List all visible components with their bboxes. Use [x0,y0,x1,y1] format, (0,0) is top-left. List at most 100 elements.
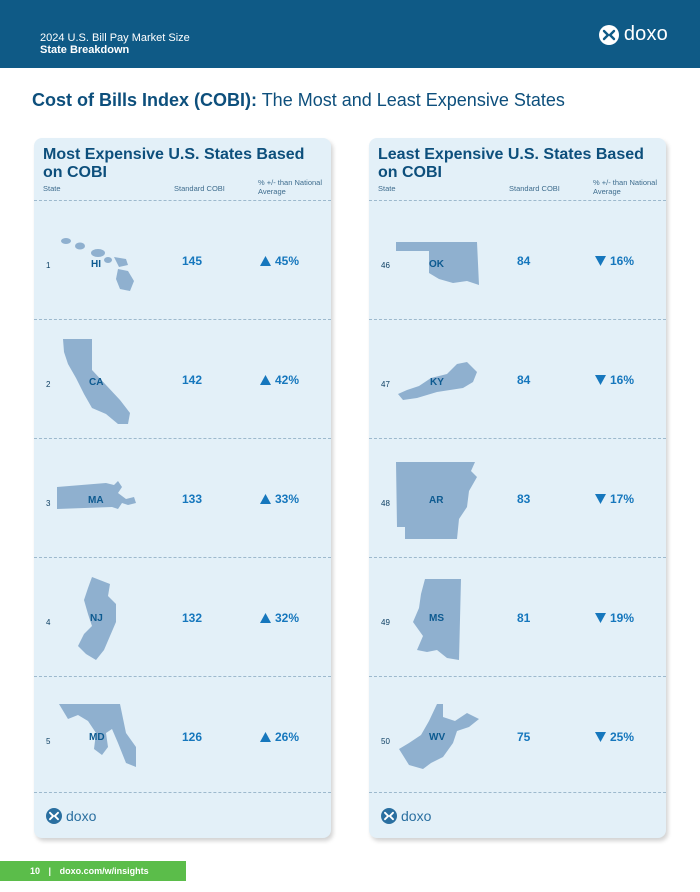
triangle-up-icon [260,375,271,385]
pct-value: 32% [275,611,300,625]
table-row: 2 CA 142 42% [34,319,331,438]
state-abbr: AR [429,495,444,506]
state-shape-ok [396,242,479,285]
pct-change: 33% [260,492,299,506]
pct-change: 16% [595,373,634,387]
state-shape-wv [399,704,479,769]
pct-value: 33% [275,492,300,506]
state-abbr: MS [429,613,444,624]
state-shape-hi [61,238,134,291]
table-row: 3 MA 133 33% [34,438,331,557]
panel-logo: doxo [381,808,431,824]
column-header-state: State [378,184,396,193]
triangle-up-icon [260,256,271,266]
rank: 47 [381,380,390,389]
column-header-state: State [43,184,61,193]
table-row: 50 WV 75 25% [369,676,666,795]
pct-change: 32% [260,611,299,625]
pct-change: 42% [260,373,299,387]
column-header-cobi: Standard COBI [509,184,560,193]
state-abbr: WV [429,732,446,743]
column-header-cobi: Standard COBI [174,184,225,193]
footer-separator: | [48,866,52,876]
cobi-value: 84 [517,373,531,387]
doxo-logo-icon [381,808,397,824]
cobi-value: 75 [517,730,531,744]
state-shape-ar [396,462,477,539]
panel-logo-text: doxo [66,808,97,824]
panel-title: Least Expensive U.S. States Based on COB… [378,146,644,181]
table-row: 4 NJ 132 32% [34,557,331,676]
header-subtitle: 2024 U.S. Bill Pay Market Size [40,32,190,44]
rank: 50 [381,737,390,746]
table-row: 49 MS 81 19% [369,557,666,676]
pct-change: 17% [595,492,634,506]
page-title-bold: Cost of Bills Index (COBI): [32,90,257,110]
table-row: 5 MD 126 26% [34,676,331,795]
pct-value: 16% [610,254,635,268]
rank: 46 [381,261,390,270]
most-expensive-panel: Most Expensive U.S. States Based on COBI… [34,138,331,838]
page-title-rest: The Most and Least Expensive States [261,90,565,110]
pct-value: 42% [275,373,300,387]
cobi-value: 145 [182,254,203,268]
divider [34,792,331,793]
column-header-pct: % +/- than National Average [258,178,322,196]
rank: 2 [46,380,51,389]
cobi-value: 133 [182,492,203,506]
state-shape-ma [57,481,136,509]
pct-change: 26% [260,730,299,744]
rank: 4 [46,618,51,627]
pct-value: 16% [610,373,635,387]
state-shape-ca [63,339,130,424]
panel-title: Most Expensive U.S. States Based on COBI [43,146,305,181]
state-abbr: MA [88,495,104,506]
page-title: Cost of Bills Index (COBI): The Most and… [32,90,565,111]
least-expensive-panel: Least Expensive U.S. States Based on COB… [369,138,666,838]
doxo-logo-icon [598,24,619,45]
rank: 48 [381,499,390,508]
rank: 3 [46,499,51,508]
cobi-value: 132 [182,611,203,625]
table-row: 48 AR 83 17% [369,438,666,557]
cobi-value: 84 [517,254,531,268]
rank: 5 [46,737,51,746]
state-abbr: MD [89,732,105,743]
footer-bar: 10 | doxo.com/w/insights [0,861,186,881]
triangle-down-icon [595,732,606,742]
header-title: State Breakdown [40,44,130,56]
pct-value: 17% [610,492,635,506]
triangle-down-icon [595,613,606,623]
panel-logo-text: doxo [401,808,432,824]
triangle-up-icon [260,732,271,742]
table-row: 46 OK 84 16% [369,200,666,319]
rank: 49 [381,618,390,627]
footer-link[interactable]: doxo.com/w/insights [59,866,149,876]
state-shape-ky [398,362,477,400]
pct-change: 45% [260,254,299,268]
table-row: 47 KY 84 16% [369,319,666,438]
state-abbr: HI [91,259,101,270]
panel-logo: doxo [46,808,96,824]
state-abbr: CA [89,377,104,388]
pct-value: 25% [610,730,635,744]
state-shape-nj [78,577,116,660]
pct-value: 45% [275,254,300,268]
brand-name: doxo [623,23,668,45]
cobi-value: 142 [182,373,203,387]
cobi-value: 81 [517,611,531,625]
state-abbr: OK [429,259,444,270]
cobi-value: 126 [182,730,203,744]
rank: 1 [46,261,51,270]
cobi-value: 83 [517,492,531,506]
divider [369,792,666,793]
page-number: 10 [30,866,41,876]
triangle-up-icon [260,494,271,504]
triangle-down-icon [595,256,606,266]
pct-change: 16% [595,254,634,268]
pct-value: 26% [275,730,300,744]
state-shape-md [59,704,136,767]
triangle-down-icon [595,375,606,385]
triangle-up-icon [260,613,271,623]
table-row: 1 HI 145 45% [34,200,331,319]
